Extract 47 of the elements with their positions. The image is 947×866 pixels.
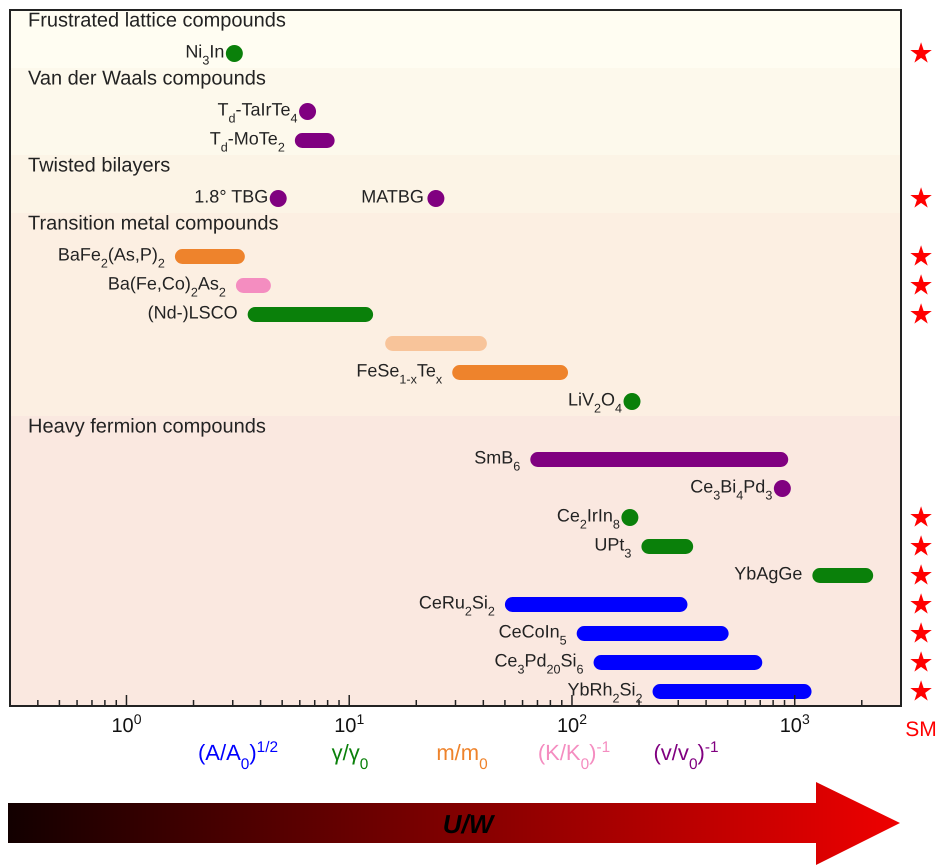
bar bbox=[641, 539, 694, 554]
bar bbox=[812, 568, 874, 583]
y-tick-label: Ce$_{3}$Pd$_{20}$Si$_{6}$ bbox=[494, 650, 584, 676]
y-tick-label: (Nd-)LSCO bbox=[148, 302, 238, 322]
bar bbox=[385, 336, 487, 351]
annotation: MATBG bbox=[361, 186, 424, 206]
bar bbox=[530, 452, 788, 467]
y-tick-label: BaFe$_{2}$(As,P)$_{2}$ bbox=[58, 244, 165, 270]
x-tick-label: 10$^{2}$ bbox=[556, 711, 588, 737]
bar bbox=[248, 307, 374, 322]
y-tick-label: FeSe$_{1-x}$Te$_{x}$ bbox=[356, 360, 443, 386]
y-tick-label: LiV$_{2}$O$_{4}$ bbox=[568, 390, 622, 416]
x-tick-label: 10$^{3}$ bbox=[780, 711, 810, 737]
y-tick-label: Twisted bilayers bbox=[28, 154, 170, 176]
y-tick-label: Transition metal compounds bbox=[28, 212, 278, 234]
y2-tick-label: ★ bbox=[908, 182, 934, 214]
y2-tick-label: ★ bbox=[908, 36, 934, 70]
y-tick-label: SmB$_{6}$ bbox=[474, 448, 520, 474]
y-tick-label: T$_{d}$-TaIrTe$_{4}$ bbox=[218, 100, 298, 126]
bar bbox=[174, 249, 245, 264]
bar bbox=[576, 626, 729, 641]
y-tick-label: Heavy fermion compounds bbox=[28, 416, 266, 438]
text: (v/v$_{0}$)$^{-1}$ bbox=[653, 738, 719, 772]
y-tick-label: Frustrated lattice compounds bbox=[28, 10, 286, 32]
y-tick-label: YbAgGe bbox=[734, 564, 802, 584]
y-tick-label: Ba(Fe,Co)$_{2}$As$_{2}$ bbox=[108, 274, 226, 300]
y-tick-label: UPt$_{3}$ bbox=[594, 534, 632, 560]
text: (K/K$_{0}$)$^{-1}$ bbox=[538, 738, 610, 772]
bar bbox=[504, 597, 688, 612]
y-tick-label: CeRu$_{2}$Si$_{2}$ bbox=[418, 592, 495, 618]
y-tick-label: Van der Waals compounds bbox=[28, 68, 266, 90]
text: γ/γ$_{0}$ bbox=[332, 740, 368, 772]
y-tick-label: CeCoIn$_{5}$ bbox=[498, 622, 567, 648]
y-tick-label: Ce$_{3}$Bi$_{4}$Pd$_{3}$ bbox=[690, 476, 772, 502]
y-tick-label: Ni$_{3}$In bbox=[185, 42, 224, 68]
bar bbox=[594, 655, 762, 670]
bar bbox=[652, 684, 812, 699]
text: SM bbox=[905, 718, 937, 741]
y-tick-label: Ce$_{2}$IrIn$_{8}$ bbox=[556, 506, 620, 532]
y-tick-label: 1.8° TBG bbox=[194, 186, 268, 206]
x-tick-label: 10$^{0}$ bbox=[111, 711, 142, 737]
bar bbox=[452, 365, 568, 380]
x-tick-label: 10$^{1}$ bbox=[334, 711, 364, 737]
text: m/m$_{0}$ bbox=[436, 740, 488, 772]
y-tick-label: T$_{d}$-MoTe$_{2}$ bbox=[210, 128, 285, 154]
x-axis-title: U/W bbox=[442, 809, 496, 839]
text: (A/A$_{0}$)$^{1/2}$ bbox=[198, 738, 278, 772]
